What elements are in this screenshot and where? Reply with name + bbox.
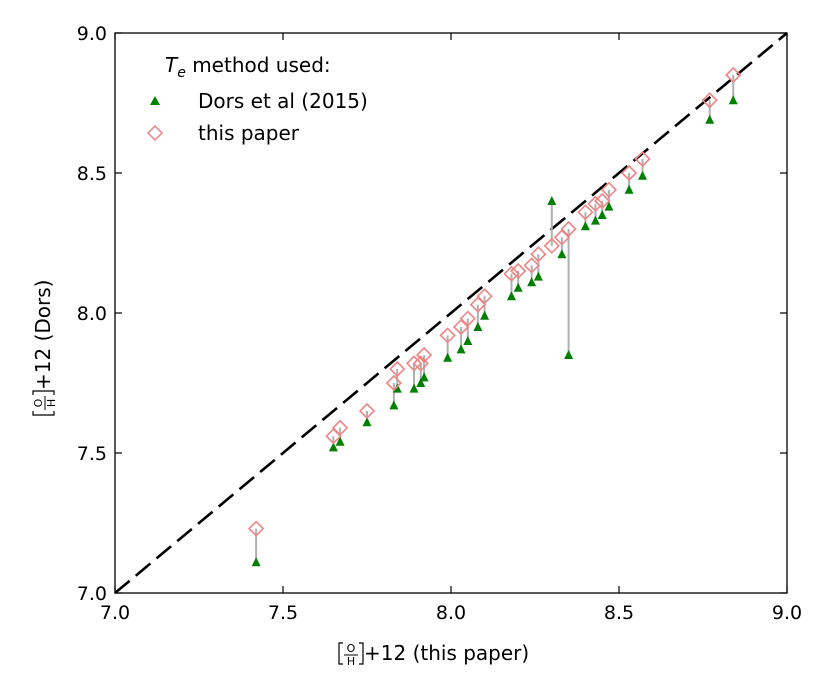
legend-title-rest: method used: — [186, 53, 331, 77]
dors-point — [506, 291, 516, 301]
dors-point — [638, 170, 648, 180]
dors-point — [624, 184, 634, 194]
dors-point — [251, 557, 261, 567]
x-tick-label: 8.5 — [604, 602, 634, 624]
this-paper-point — [503, 265, 520, 282]
legend: Te method used: Dors et al (2015) this p… — [146, 53, 368, 145]
x-ratio-denominator: H — [347, 655, 355, 668]
this-paper-point — [634, 150, 651, 168]
y-tick-label: 9.0 — [77, 23, 107, 45]
legend-label-this-paper: this paper — [198, 121, 300, 145]
legend-title: Te method used: — [165, 53, 331, 81]
this-paper-point — [358, 402, 376, 420]
this-paper-point — [530, 246, 547, 263]
x-axis-label: O H +12 (this paper) — [338, 641, 529, 668]
dors-point — [328, 442, 338, 452]
y-axis-title: +12 (Dors) — [31, 280, 55, 390]
y-axis-label: O H +12 (Dors) — [31, 280, 58, 416]
this-paper-point — [415, 346, 433, 364]
this-paper-point — [476, 288, 493, 305]
dors-point — [557, 249, 567, 259]
dors-point — [389, 400, 399, 410]
this-paper-point — [510, 262, 527, 280]
dors-point — [564, 350, 574, 359]
this-paper-point — [405, 355, 423, 372]
dors-point — [604, 201, 614, 211]
legend-title-italic: T — [165, 53, 179, 77]
dors-point — [335, 436, 345, 446]
legend-marker-this-paper — [146, 124, 164, 142]
this-paper-point — [620, 164, 638, 182]
y-tick-label: 8.5 — [77, 163, 107, 185]
this-paper-point — [577, 204, 594, 221]
x-tick-label: 7.0 — [100, 602, 130, 624]
this-paper-point — [247, 520, 265, 537]
dors-point — [416, 378, 426, 387]
this-paper-point — [701, 92, 718, 109]
dors-point — [728, 95, 738, 105]
this-paper-point — [331, 419, 349, 436]
dors-point — [580, 221, 590, 231]
dors-point — [480, 310, 490, 320]
this-paper-point — [543, 237, 560, 254]
dors-point — [590, 215, 600, 225]
this-paper-point — [389, 360, 406, 378]
this-paper-point — [459, 310, 476, 327]
dors-point — [473, 322, 483, 331]
this-paper-point — [439, 327, 456, 344]
dors-point — [597, 210, 607, 219]
dors-point — [443, 352, 453, 362]
this-paper-point — [385, 374, 403, 392]
y-tick-label: 7.0 — [77, 583, 107, 605]
dors-point — [362, 417, 372, 427]
y-ratio-denominator: H — [45, 399, 58, 407]
dors-point — [392, 383, 402, 393]
dors-point — [409, 383, 419, 393]
this-paper-point — [600, 181, 618, 198]
x-tick-label: 7.5 — [268, 602, 298, 624]
y-tick-label: 8.0 — [77, 303, 107, 325]
this-paper-point — [560, 220, 577, 238]
x-ratio-numerator: O — [347, 642, 356, 655]
x-tick-label: 8.0 — [436, 602, 466, 624]
x-axis-ratio: O H — [338, 642, 364, 668]
dors-point — [547, 196, 557, 205]
dors-point — [419, 372, 429, 382]
y-ratio-numerator: O — [32, 398, 45, 407]
legend-title-subscript: e — [177, 65, 186, 81]
x-tick-label: 9.0 — [772, 602, 802, 624]
y-tick-label: 7.5 — [77, 443, 107, 465]
dors-point — [463, 336, 473, 345]
this-paper-point — [523, 257, 540, 274]
legend-label-dors: Dors et al (2015) — [198, 89, 368, 113]
dors-point — [456, 344, 466, 354]
y-axis-ratio: O H — [32, 390, 58, 416]
this-paper-point — [587, 195, 604, 212]
legend-marker-dors — [150, 96, 160, 105]
dors-point — [527, 277, 537, 287]
this-paper-point — [594, 192, 611, 210]
this-paper-point — [725, 66, 742, 84]
dors-point — [513, 282, 523, 292]
one-to-one-line — [114, 32, 788, 594]
dors-point — [705, 114, 715, 124]
x-axis-title: +12 (this paper) — [364, 641, 529, 665]
dors-point — [533, 271, 543, 281]
